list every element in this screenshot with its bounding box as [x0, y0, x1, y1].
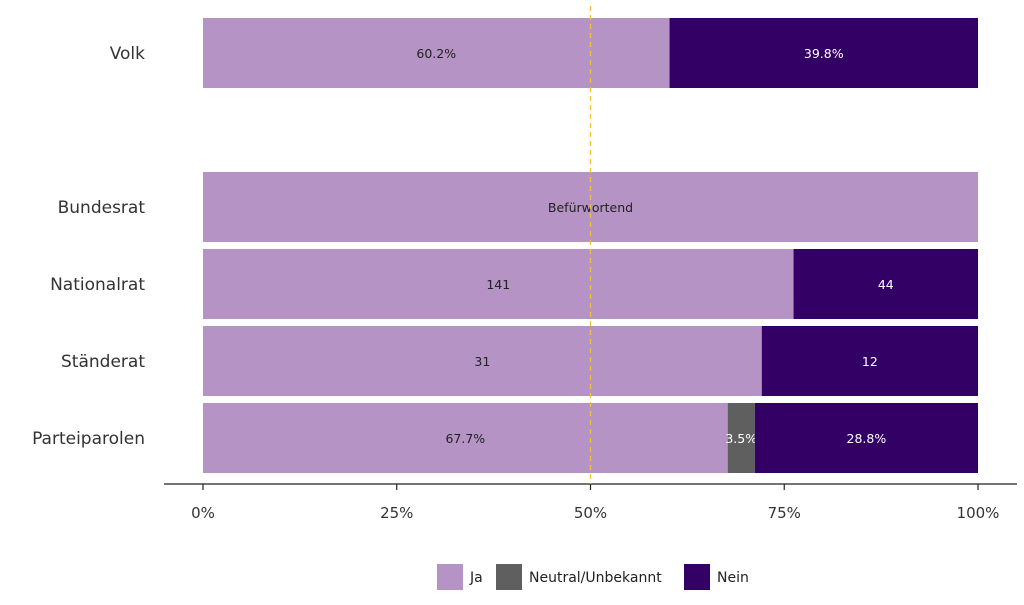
- bar-ja-parteiparolen: [203, 403, 728, 473]
- category-label-parteiparolen: Parteiparolen: [32, 429, 145, 449]
- bar-ja-volk: [203, 18, 670, 88]
- data-label-nein-parteiparolen: 28.8%: [847, 431, 887, 446]
- category-labels: Volk Bundesrat Nationalrat Ständerat Parteip…: [32, 44, 145, 449]
- category-label-nationalrat: Nationalrat: [50, 275, 145, 295]
- bar-nein-parteiparolen: [754, 403, 978, 473]
- data-label-ja-nationalrat: 141: [486, 277, 510, 292]
- x-tick-label: 0%: [191, 504, 215, 522]
- legend-swatch-neutral-unbekannt: [496, 564, 522, 590]
- data-label-nein-st-nderat: 12: [862, 354, 878, 369]
- category-label-bundesrat: Bundesrat: [58, 198, 146, 218]
- bar-nein-nationalrat: [793, 249, 978, 319]
- legend-label-nein: Nein: [717, 570, 749, 586]
- legend-swatch-ja: [437, 564, 463, 590]
- x-axis: 0% 25% 50% 75% 100%: [164, 483, 1017, 522]
- legend-swatch-nein: [684, 564, 710, 590]
- category-label-st-nderat: Ständerat: [61, 352, 145, 372]
- data-label-ja-st-nderat: 31: [474, 354, 490, 369]
- legend-label-ja: Ja: [469, 570, 483, 586]
- data-label-nein-nationalrat: 44: [878, 277, 894, 292]
- x-tick-label: 25%: [380, 504, 413, 522]
- data-label-nein-volk: 39.8%: [804, 46, 844, 61]
- x-tick-label: 75%: [768, 504, 801, 522]
- data-label-ja-volk: 60.2%: [416, 46, 456, 61]
- bar-nein-st-nderat: [761, 326, 978, 396]
- data-label-neutral-unbekannt-parteiparolen: 3.5%: [725, 431, 757, 446]
- category-label-volk: Volk: [110, 44, 145, 64]
- bar-neutral-unbekannt-parteiparolen: [727, 403, 755, 473]
- bar-ja-st-nderat: [203, 326, 762, 396]
- x-tick-label: 50%: [574, 504, 607, 522]
- data-label-ja-parteiparolen: 67.7%: [445, 431, 485, 446]
- bar-ja-nationalrat: [203, 249, 794, 319]
- legend: Ja Neutral/Unbekannt Nein: [437, 564, 749, 590]
- legend-label-neutral-unbekannt: Neutral/Unbekannt: [529, 570, 662, 586]
- bar-nein-volk: [669, 18, 978, 88]
- x-tick-label: 100%: [957, 504, 1000, 522]
